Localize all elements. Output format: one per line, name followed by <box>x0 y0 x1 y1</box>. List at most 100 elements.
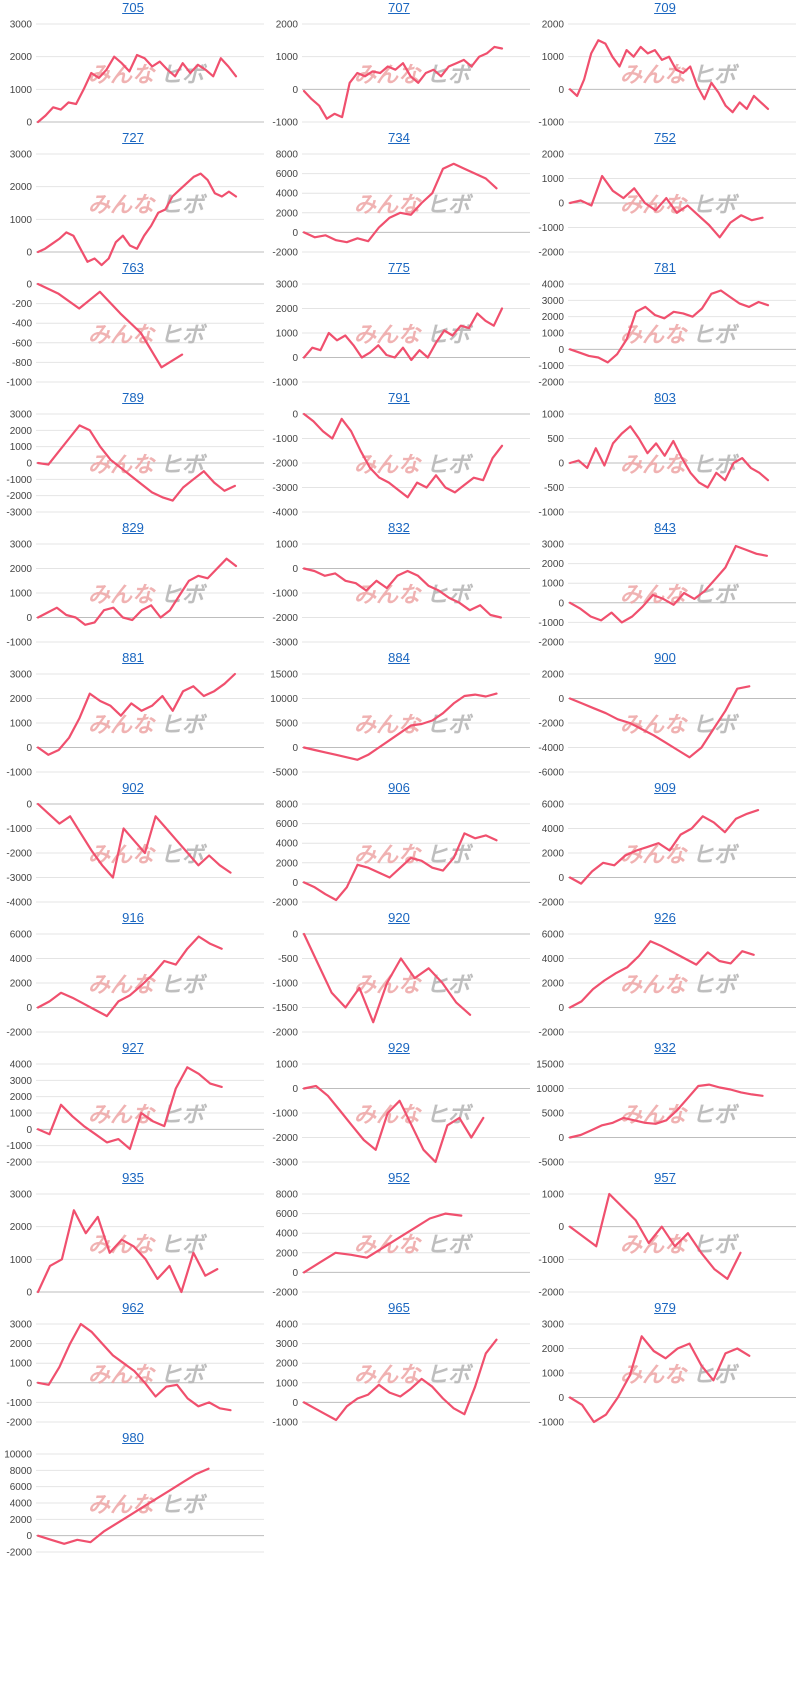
chart-title-link[interactable]: 884 <box>388 650 410 665</box>
y-tick-label: 3000 <box>10 20 33 31</box>
chart-panel: 902 -4000 -3000 -2000 -1000 0 みんな ヒボ <box>0 780 266 920</box>
y-tick-label: 3000 <box>10 150 33 161</box>
series-line <box>36 424 236 502</box>
y-tick-label: -2000 <box>6 1158 32 1169</box>
line-chart: -1000 0 1000 2000 3000 みんな ヒボ <box>6 670 264 779</box>
y-tick-label: -2000 <box>272 898 298 909</box>
y-tick-label: 0 <box>558 694 564 705</box>
y-tick-label: 0 <box>558 85 564 96</box>
chart-title-link[interactable]: 789 <box>122 390 144 405</box>
y-tick-label: 8000 <box>10 1466 33 1477</box>
y-tick-label: -2000 <box>538 638 564 649</box>
y-tick-label: 0 <box>26 248 32 259</box>
y-tick-label: -2000 <box>538 719 564 730</box>
y-tick-label: 2000 <box>542 979 565 990</box>
chart-title-link[interactable]: 727 <box>122 130 144 145</box>
y-tick-label: -3000 <box>6 873 32 884</box>
y-tick-label: 0 <box>558 345 564 356</box>
watermark-logo-right: ヒボ <box>426 713 474 738</box>
y-tick-label: 0 <box>26 280 32 291</box>
watermark-logo-left: みんな <box>354 973 422 998</box>
chart-title-link[interactable]: 709 <box>654 0 676 15</box>
y-tick-label: 3000 <box>10 1190 33 1201</box>
chart-title-link[interactable]: 902 <box>122 780 144 795</box>
chart-panel: 980 -2000 0 2000 4000 6000 8000 10000 みんな ヒボ <box>0 1430 266 1570</box>
y-tick-label: 4000 <box>10 954 33 965</box>
chart-title-link[interactable]: 843 <box>654 520 676 535</box>
watermark-logo-left: みんな <box>354 843 422 868</box>
chart-title-link[interactable]: 707 <box>388 0 410 15</box>
y-tick-label: 2000 <box>276 858 299 869</box>
y-tick-label: 1000 <box>10 85 33 96</box>
chart-title-link[interactable]: 926 <box>654 910 676 925</box>
watermark-logo-right: ヒボ <box>426 1233 474 1258</box>
chart-title-link[interactable]: 932 <box>654 1040 676 1055</box>
chart-title-link[interactable]: 952 <box>388 1170 410 1185</box>
chart-title-link[interactable]: 957 <box>654 1170 676 1185</box>
chart-panel: 929 -3000 -2000 -1000 0 1000 みんな ヒボ <box>266 1040 532 1180</box>
chart-title-link[interactable]: 900 <box>654 650 676 665</box>
line-chart: -2000 0 2000 4000 6000 みんな ヒボ <box>6 930 264 1039</box>
y-tick-label: 6000 <box>10 930 33 941</box>
y-tick-label: 0 <box>26 1125 32 1136</box>
chart-title-link[interactable]: 705 <box>122 0 144 15</box>
watermark-logo-left: みんな <box>620 843 688 868</box>
y-tick-label: 1000 <box>542 579 565 590</box>
watermark-logo-right: ヒボ <box>692 843 740 868</box>
chart-title-link[interactable]: 916 <box>122 910 144 925</box>
chart-title-link[interactable]: 829 <box>122 520 144 535</box>
chart-title-link[interactable]: 979 <box>654 1300 676 1315</box>
chart-title-link[interactable]: 929 <box>388 1040 410 1055</box>
chart-title-link[interactable]: 909 <box>654 780 676 795</box>
y-tick-label: 2000 <box>542 1344 565 1355</box>
y-tick-label: 4000 <box>542 954 565 965</box>
chart-title-link[interactable]: 962 <box>122 1300 144 1315</box>
chart-panel: 957 -2000 -1000 0 1000 みんな ヒボ <box>532 1170 798 1310</box>
series-line <box>36 282 184 369</box>
chart-title-link[interactable]: 734 <box>388 130 410 145</box>
chart-title-link[interactable]: 775 <box>388 260 410 275</box>
y-tick-label: -1000 <box>6 378 32 389</box>
y-tick-label: 1000 <box>10 1109 33 1120</box>
y-tick-label: 0 <box>558 873 564 884</box>
chart-panel: 734 -2000 0 2000 4000 6000 8000 みんな ヒボ <box>266 130 532 270</box>
y-tick-label: 500 <box>547 434 564 445</box>
chart-title-link[interactable]: 832 <box>388 520 410 535</box>
chart-title-link[interactable]: 781 <box>654 260 676 275</box>
chart-title-link[interactable]: 906 <box>388 780 410 795</box>
series-line <box>568 1192 742 1281</box>
y-tick-label: 3000 <box>10 540 33 551</box>
chart-title-link[interactable]: 920 <box>388 910 410 925</box>
chart-title-link[interactable]: 791 <box>388 390 410 405</box>
line-chart: -2000 0 2000 4000 6000 みんな ヒボ <box>538 800 796 909</box>
chart-title-link[interactable]: 763 <box>122 260 144 275</box>
y-tick-label: 3000 <box>276 280 299 291</box>
y-tick-label: 3000 <box>542 1320 565 1331</box>
chart-title-link[interactable]: 927 <box>122 1040 144 1055</box>
y-tick-label: 4000 <box>276 1229 299 1240</box>
chart-title-link[interactable]: 803 <box>654 390 676 405</box>
y-tick-label: -400 <box>12 319 32 330</box>
chart-title-link[interactable]: 980 <box>122 1430 144 1445</box>
y-tick-label: 0 <box>558 1133 564 1144</box>
chart-title-link[interactable]: 935 <box>122 1170 144 1185</box>
chart-title-link[interactable]: 965 <box>388 1300 410 1315</box>
y-tick-label: -5000 <box>272 768 298 779</box>
y-tick-label: 0 <box>26 613 32 624</box>
y-tick-label: -1000 <box>538 618 564 629</box>
y-tick-label: -3000 <box>272 638 298 649</box>
y-tick-label: 1000 <box>10 1255 33 1266</box>
series-line <box>36 1467 210 1545</box>
chart-panel: 927 -2000 -1000 0 1000 2000 3000 4000 みんな ヒボ <box>0 1040 266 1180</box>
chart-title-link[interactable]: 752 <box>654 130 676 145</box>
chart-title-link[interactable]: 881 <box>122 650 144 665</box>
y-tick-label: 1000 <box>276 540 299 551</box>
y-tick-label: 0 <box>292 228 298 239</box>
watermark-logo-left: みんな <box>620 973 688 998</box>
y-tick-label: -1500 <box>272 1003 298 1014</box>
series-line <box>302 932 472 1024</box>
chart-panel: 752 -2000 -1000 0 1000 2000 みんな ヒボ <box>532 130 798 270</box>
line-chart: -2000 0 2000 4000 6000 8000 みんな ヒボ <box>272 800 530 909</box>
